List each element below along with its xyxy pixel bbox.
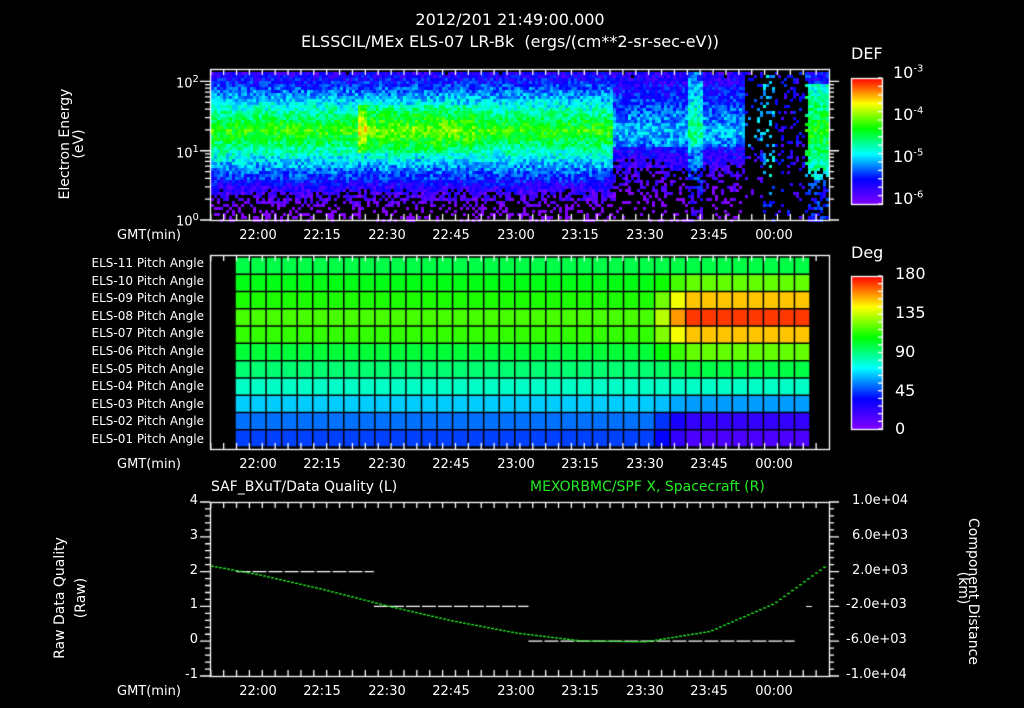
left-ytick-label: -1 <box>185 667 198 682</box>
pitch-angle-row-label: ELS-03 Pitch Angle <box>91 396 204 411</box>
time-tick-label: 23:30 <box>626 684 664 699</box>
def-tick-1e-4: 10-4 <box>893 105 924 124</box>
time-tick-label: 22:00 <box>239 228 277 243</box>
left-ytick-label: 0 <box>189 632 198 648</box>
pitch-angle-row-label: ELS-01 Pitch Angle <box>91 432 204 446</box>
deg-tick-135: 135 <box>895 303 926 322</box>
deg-colorbar-title: Deg <box>851 243 884 262</box>
time-tick-label: 00:00 <box>755 228 793 243</box>
quality-right-title: MEXORBMC/SPF X, Spacecraft (R) <box>530 479 765 495</box>
time-tick-label: 23:15 <box>561 228 599 243</box>
deg-tick-90: 90 <box>895 342 916 361</box>
right-ytick-label: -1.0e+04 <box>846 667 907 682</box>
time-tick-label: 23:15 <box>561 457 599 472</box>
quality-left-title: SAF_BXuT/Data Quality (L) <box>211 479 398 495</box>
pitch-angle-row-label: ELS-08 Pitch Angle <box>91 308 204 323</box>
time-tick-label: 22:15 <box>303 228 341 243</box>
right-ytick-label: 1.0e+04 <box>852 493 909 508</box>
time-tick-label: 22:45 <box>432 228 470 243</box>
time-tick-label: 22:45 <box>432 684 470 699</box>
time-tick-label: 23:45 <box>690 228 728 243</box>
right-ytick-label: 6.0e+03 <box>852 527 909 543</box>
deg-tick-180: 180 <box>895 264 926 283</box>
time-tick-label: 23:00 <box>497 684 535 699</box>
left-ytick-label: 3 <box>189 527 198 543</box>
time-tick-label: 00:00 <box>755 457 793 472</box>
pitch-angle-row-label: ELS-02 Pitch Angle <box>91 414 204 429</box>
time-tick-label: 22:15 <box>303 457 341 472</box>
energy-yunit: (eV) <box>71 129 87 159</box>
plot-subtitle: ELSSCIL/MEx ELS-07 LR-Bk (ergs/(cm**2-sr… <box>301 32 719 51</box>
pitch-angle-row-label: ELS-05 Pitch Angle <box>91 361 204 376</box>
pitch-angle-row-label: ELS-07 Pitch Angle <box>91 326 204 341</box>
time-tick-label: 22:00 <box>239 457 277 472</box>
left-ytick-label: 4 <box>189 493 198 508</box>
time-tick-label: 23:45 <box>690 457 728 472</box>
def-tick-1e-5: 10-5 <box>893 147 924 166</box>
quality-ylabel-left: Raw Data Quality <box>52 537 68 659</box>
def-colorbar-title: DEF <box>851 44 883 63</box>
quality-yunit-right: (km) <box>955 571 971 605</box>
time-tick-label: 23:15 <box>561 684 599 699</box>
time-axis-label-2: GMT(min) <box>117 457 181 472</box>
time-tick-label: 23:00 <box>497 457 535 472</box>
time-tick-label: 22:30 <box>368 684 406 699</box>
pitch-angle-row-label: ELS-09 Pitch Angle <box>91 291 204 306</box>
pitch-angle-row-label: ELS-06 Pitch Angle <box>91 344 204 358</box>
time-tick-label: 22:30 <box>368 228 406 243</box>
plot-timestamp: 2012/201 21:49:00.000 <box>415 10 605 29</box>
def-tick-1e-3: 10-3 <box>893 63 924 82</box>
right-ytick-label: -2.0e+03 <box>846 597 907 613</box>
quality-yunit-left: (Raw) <box>73 577 89 619</box>
time-tick-label: 23:30 <box>626 228 664 243</box>
time-axis-label-1: GMT(min) <box>117 228 181 243</box>
time-tick-label: 00:00 <box>755 684 793 699</box>
right-ytick-label: -6.0e+03 <box>846 632 907 648</box>
time-tick-label: 22:30 <box>368 457 406 472</box>
time-axis-label-3: GMT(min) <box>117 684 181 699</box>
right-ytick-label: 2.0e+03 <box>852 562 909 578</box>
time-tick-label: 23:00 <box>497 228 535 243</box>
pitch-angle-row-label: ELS-04 Pitch Angle <box>91 379 204 394</box>
time-tick-label: 23:45 <box>690 684 728 699</box>
deg-tick-0: 0 <box>895 419 906 438</box>
energy-ytick-10: 101 <box>176 144 199 162</box>
pitch-angle-row-label: ELS-10 Pitch Angle <box>91 273 204 288</box>
time-tick-label: 22:00 <box>239 684 277 699</box>
energy-ytick-1: 100 <box>176 212 199 230</box>
left-ytick-label: 1 <box>189 597 198 613</box>
time-tick-label: 22:15 <box>303 684 341 699</box>
deg-tick-45: 45 <box>895 381 916 400</box>
pitch-angle-row-label: ELS-11 Pitch Angle <box>91 256 204 270</box>
def-tick-1e-6: 10-6 <box>893 189 924 208</box>
left-ytick-label: 2 <box>189 562 198 578</box>
time-tick-label: 23:30 <box>626 457 664 472</box>
time-tick-label: 22:45 <box>432 457 470 472</box>
energy-ytick-100: 102 <box>176 74 199 92</box>
